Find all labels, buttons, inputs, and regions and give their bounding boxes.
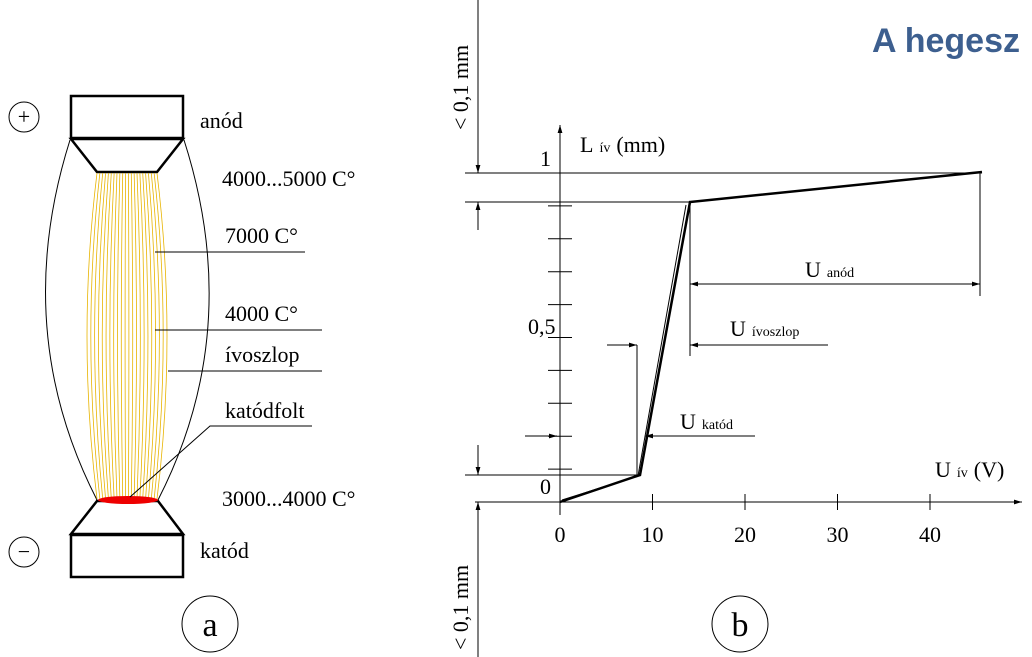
x-tick-label: 30 bbox=[827, 522, 849, 547]
figure: A hegesz + − anód katód 4000...5000 C° 7… bbox=[0, 0, 1032, 657]
arc-filament bbox=[114, 173, 117, 499]
y-tick-label: 1 bbox=[540, 146, 551, 171]
panel-label: a bbox=[202, 607, 217, 644]
temp-label: 7000 C° bbox=[225, 223, 298, 248]
plus: + bbox=[18, 104, 30, 129]
arc-filament bbox=[131, 173, 132, 499]
arc-filament bbox=[143, 173, 148, 499]
temp-label: 3000...4000 C° bbox=[222, 486, 355, 511]
panel-label: b bbox=[732, 607, 749, 644]
arc-filament bbox=[121, 173, 122, 499]
arc-filament bbox=[117, 173, 119, 499]
spot-label: katódfolt bbox=[225, 398, 304, 423]
y-tick-label: 0,5 bbox=[528, 314, 556, 339]
electrodes bbox=[46, 96, 210, 577]
x-tick-label: 20 bbox=[734, 522, 756, 547]
minus: − bbox=[18, 539, 30, 564]
arc-filament bbox=[106, 173, 111, 499]
y-tick-label: 0 bbox=[540, 474, 551, 499]
column-label: ívoszlop bbox=[225, 342, 300, 367]
dim-label: < 0,1 mm bbox=[448, 565, 473, 650]
arc-filament bbox=[146, 173, 152, 499]
arc-filament bbox=[102, 173, 108, 499]
arc-filament bbox=[137, 173, 140, 499]
x-tick-label: 0 bbox=[555, 522, 566, 547]
x-tick-label: 40 bbox=[919, 522, 941, 547]
anode-label: anód bbox=[200, 108, 243, 133]
cathode-label: katód bbox=[200, 538, 249, 563]
temp-label: 4000 C° bbox=[225, 301, 298, 326]
dim-label: < 0,1 mm bbox=[448, 45, 473, 130]
arc-filament bbox=[134, 173, 136, 499]
temp-label: 4000...5000 C° bbox=[222, 166, 355, 191]
title: A hegesz bbox=[872, 22, 1020, 60]
x-tick-label: 10 bbox=[642, 522, 664, 547]
